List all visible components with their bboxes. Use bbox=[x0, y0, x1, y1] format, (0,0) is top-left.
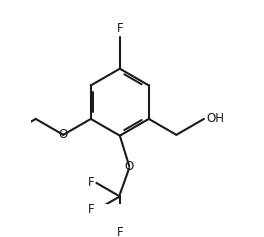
Text: F: F bbox=[88, 176, 95, 189]
Text: OH: OH bbox=[206, 112, 224, 125]
Text: O: O bbox=[59, 128, 68, 141]
Text: F: F bbox=[116, 22, 123, 35]
Text: F: F bbox=[116, 226, 123, 237]
Text: O: O bbox=[125, 160, 134, 173]
Text: F: F bbox=[88, 203, 95, 216]
